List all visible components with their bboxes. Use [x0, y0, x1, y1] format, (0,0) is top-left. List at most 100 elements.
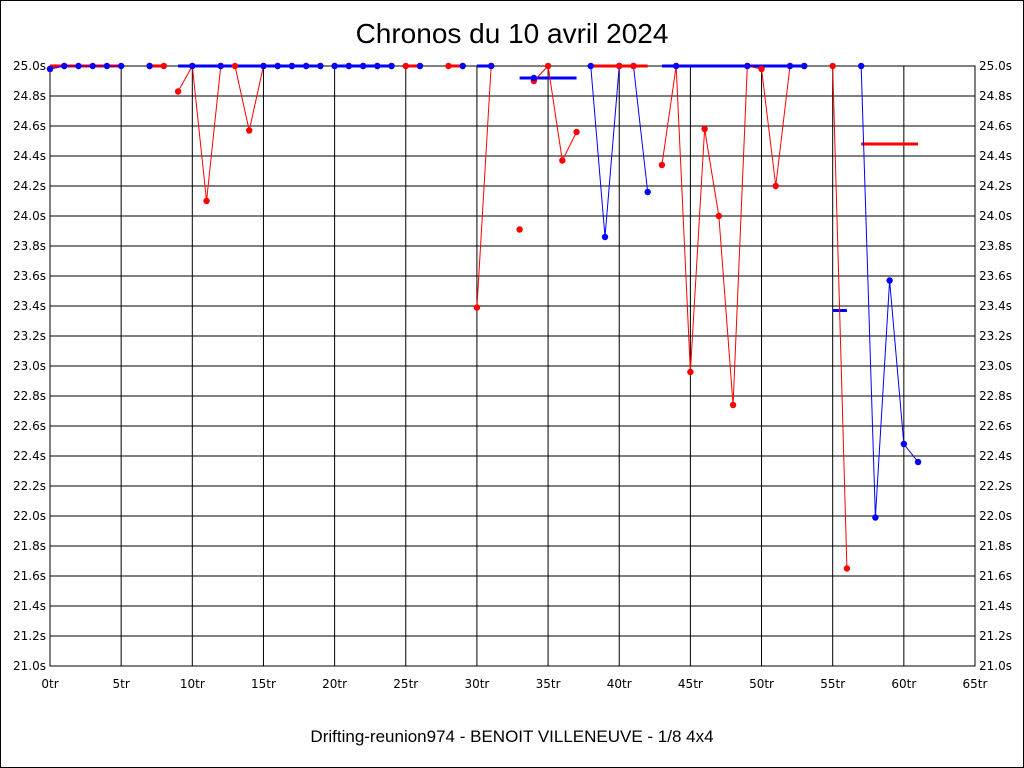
y-tick-label-right: 23.8s: [979, 239, 1012, 253]
y-tick-label-left: 25.0s: [13, 59, 46, 73]
y-tick-label-right: 21.4s: [979, 599, 1012, 613]
y-tick-label-left: 22.4s: [13, 449, 46, 463]
y-tick-label-right: 24.2s: [979, 179, 1012, 193]
series-lines: [49, 64, 919, 569]
data-point-blue: [302, 62, 310, 70]
data-point-red: [829, 62, 836, 70]
y-tick-label-right: 23.2s: [979, 329, 1012, 343]
y-tick-label-left: 23.8s: [13, 239, 46, 253]
data-point-red: [573, 128, 580, 136]
data-point-blue: [46, 65, 54, 73]
x-tick-label: 20tr: [322, 677, 347, 691]
y-tick-label-right: 22.8s: [979, 389, 1012, 403]
data-point-red: [516, 226, 523, 233]
x-tick-label: 30tr: [464, 677, 489, 691]
data-point-blue: [872, 514, 879, 521]
data-point-blue: [374, 62, 381, 70]
series-line-red: [832, 65, 848, 569]
y-tick-label-left: 21.4s: [13, 599, 46, 613]
data-point-red: [559, 157, 566, 164]
data-point-blue: [260, 62, 267, 70]
data-point-red: [701, 125, 708, 133]
data-point-blue: [117, 62, 125, 70]
x-tick-label: 35tr: [536, 677, 561, 691]
data-point-red: [630, 62, 637, 70]
y-tick-label-right: 24.4s: [979, 149, 1012, 163]
series-line-red: [661, 65, 805, 406]
y-tick-label-left: 23.0s: [13, 359, 46, 373]
data-point-red: [729, 401, 737, 409]
data-point-blue: [886, 277, 893, 284]
y-tick-label-right: 23.6s: [979, 269, 1012, 283]
data-point-blue: [288, 62, 296, 70]
data-point-blue: [61, 62, 68, 70]
series-line-red: [476, 65, 492, 308]
data-point-red: [715, 212, 723, 220]
x-tick-label: 10tr: [180, 677, 205, 691]
data-point-blue: [744, 62, 751, 70]
x-tick-label: 60tr: [891, 677, 916, 691]
data-point-red: [246, 127, 253, 134]
data-point-blue: [914, 458, 922, 466]
data-point-blue: [317, 62, 324, 70]
y-tick-label-right: 23.0s: [979, 359, 1012, 373]
data-point-blue: [801, 62, 808, 70]
series-line-blue: [860, 65, 919, 518]
y-tick-label-left: 21.8s: [13, 539, 46, 553]
y-tick-label-right: 21.0s: [979, 659, 1012, 673]
data-point-blue: [900, 440, 908, 448]
data-point-blue: [274, 62, 281, 70]
y-tick-label-left: 21.2s: [13, 629, 46, 643]
y-tick-label-right: 23.4s: [979, 299, 1012, 313]
data-point-blue: [359, 62, 367, 70]
y-tick-label-left: 22.8s: [13, 389, 46, 403]
data-point-red: [445, 62, 452, 70]
series-line-red: [533, 64, 577, 163]
chart-title: Chronos du 10 avril 2024: [356, 18, 669, 49]
y-tick-label-right: 21.6s: [979, 569, 1012, 583]
data-point-blue: [146, 62, 153, 70]
data-point-red: [658, 161, 666, 169]
data-point-blue: [217, 62, 224, 70]
y-tick-label-right: 24.6s: [979, 119, 1012, 133]
y-tick-label-left: 23.6s: [13, 269, 46, 283]
data-point-red: [231, 62, 239, 70]
data-point-blue: [331, 62, 338, 70]
y-tick-label-left: 22.6s: [13, 419, 46, 433]
y-tick-label-left: 24.8s: [13, 89, 46, 103]
y-tick-label-left: 22.2s: [13, 479, 46, 493]
data-point-red: [616, 62, 623, 70]
y-tick-label-left: 22.0s: [13, 509, 46, 523]
x-tick-label: 40tr: [607, 677, 632, 691]
x-tick-label: 50tr: [749, 677, 774, 691]
data-point-blue: [189, 62, 196, 70]
y-tick-label-right: 21.2s: [979, 629, 1012, 643]
x-tick-label: 55tr: [820, 677, 845, 691]
data-point-red: [160, 62, 168, 70]
data-point-blue: [416, 62, 424, 70]
data-point-red: [174, 88, 182, 95]
y-tick-label-left: 24.0s: [13, 209, 46, 223]
x-tick-label: 45tr: [678, 677, 703, 691]
y-tick-label-right: 25.0s: [979, 59, 1012, 73]
data-point-red: [544, 62, 552, 70]
y-tick-label-right: 22.2s: [979, 479, 1012, 493]
x-tick-label: 5tr: [113, 677, 130, 691]
data-point-blue: [857, 62, 865, 70]
data-point-red: [203, 197, 210, 205]
y-tick-label-left: 21.6s: [13, 569, 46, 583]
data-point-blue: [644, 188, 651, 196]
x-tick-label: 25tr: [393, 677, 418, 691]
data-point-blue: [672, 62, 680, 70]
data-point-red: [402, 62, 409, 70]
y-tick-label-right: 22.6s: [979, 419, 1012, 433]
data-point-red: [473, 304, 481, 311]
chart-footer: Drifting-reunion974 - BENOIT VILLENEUVE …: [310, 727, 713, 746]
data-point-blue: [388, 62, 395, 70]
data-point-blue: [601, 233, 609, 241]
data-point-blue: [103, 62, 111, 70]
y-tick-label-left: 24.4s: [13, 149, 46, 163]
y-tick-label-right: 24.0s: [979, 209, 1012, 223]
y-tick-label-left: 23.2s: [13, 329, 46, 343]
